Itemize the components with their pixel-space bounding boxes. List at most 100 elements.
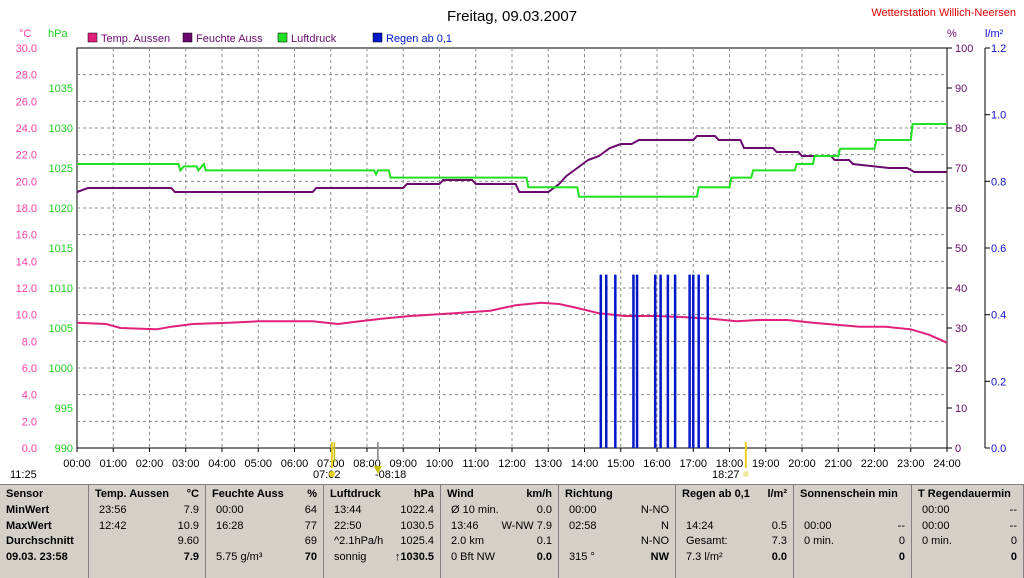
stats-row: 69 xyxy=(206,534,323,550)
stats-cell-left: 00:00 xyxy=(922,504,950,516)
unit-press: hPa xyxy=(48,28,68,40)
legend-swatch xyxy=(182,32,193,43)
stats-panel: Sensor MinWert MaxWert Durchschnitt 09.03. 2… xyxy=(0,484,1024,578)
stats-cell-value: 64 xyxy=(304,504,317,516)
stats-header-rain: Regen ab 0,1 l/m² xyxy=(676,485,793,503)
press-tick: 1000 xyxy=(49,363,73,375)
rain-tick: 0.4 xyxy=(991,310,1006,322)
stats-cell-value: W-NW 7.9 xyxy=(501,519,552,532)
axes: 0.0 2.0 4.0 6.0 8.0 10.0 12.0 14.0 16.0 18.0 20.0 2… xyxy=(16,43,1007,470)
hum-tick: 10 xyxy=(955,403,967,415)
temp-tick: 16.0 xyxy=(16,230,37,242)
stats-header-unit: km/h xyxy=(526,488,552,500)
press-tick: 1010 xyxy=(49,283,73,295)
x-tick: 08:00 xyxy=(353,458,381,470)
stats-row: 00:00 -- xyxy=(794,519,911,535)
series-layer xyxy=(76,123,948,448)
legend-label: Regen ab 0,1 xyxy=(386,33,452,45)
stats-row: N-NO xyxy=(559,534,675,550)
hum-tick: 20 xyxy=(955,363,967,375)
stats-header-temp: Temp. Aussen °C xyxy=(89,485,205,503)
hum-tick: 60 xyxy=(955,203,967,215)
stats-cell-value: -- xyxy=(1009,504,1017,516)
stats-header-label: Wind xyxy=(447,488,474,500)
stats-header-unit: hPa xyxy=(413,488,434,500)
stats-header-press: Luftdruck hPa xyxy=(324,485,440,503)
stats-cell-value: 9.60 xyxy=(177,535,199,547)
stats-cell-left: 2.0 km xyxy=(451,535,485,547)
press-tick: 990 xyxy=(55,443,73,455)
stats-cell-value: 7.9 xyxy=(183,504,199,516)
rain-tick: 0.6 xyxy=(991,243,1006,255)
stats-row: 0 xyxy=(794,550,911,566)
stats-cell-left: ^2.1hPa/h xyxy=(334,535,384,547)
stats-cell-left: 00:00 xyxy=(804,519,832,532)
x-tick: 20:00 xyxy=(788,458,816,470)
x-tick: 15:00 xyxy=(607,458,635,470)
stats-cell-value: 69 xyxy=(304,535,317,547)
hum-tick: 0 xyxy=(955,443,961,455)
stats-header-unit: °C xyxy=(186,488,199,500)
stats-cell-left: 0 min. xyxy=(804,535,834,547)
stats-cell-left: 12:42 xyxy=(99,519,127,532)
x-tick: 11:00 xyxy=(462,458,489,470)
stats-row: 12:42 10.9 xyxy=(89,519,205,535)
stats-header-hum: Feuchte Auss% xyxy=(206,485,323,503)
x-tick: 17:00 xyxy=(679,458,707,470)
temp-tick: 18.0 xyxy=(16,203,37,215)
hum-tick: 100 xyxy=(955,43,973,55)
stats-col-rdur: T Regendauermin 00:00 -- 00:00 -- 0 min. 0 0 xyxy=(912,485,1024,578)
rain-tick: 0.2 xyxy=(991,376,1006,388)
stats-cell-value: 0.0 xyxy=(536,550,552,563)
unit-hum: % xyxy=(947,28,957,40)
press-tick: 995 xyxy=(55,403,73,415)
stats-col-sensor: Sensor MinWert MaxWert Durchschnitt 09.03. 2… xyxy=(0,485,89,578)
press-tick: 1030 xyxy=(49,123,73,135)
grid xyxy=(76,47,948,449)
stats-header-unit: l/m² xyxy=(767,488,787,500)
press-tick: 1005 xyxy=(49,323,73,335)
x-tick: 07:00 xyxy=(317,458,345,470)
stats-cell-left: Gesamt: xyxy=(686,535,728,547)
x-tick: 18:00 xyxy=(716,458,744,470)
stats-header-sensor: Sensor xyxy=(0,485,88,503)
stats-row-label: MinWert xyxy=(6,504,50,516)
station-name: Wetterstation Willich-Neersen xyxy=(871,7,1016,19)
stats-cell-value: -- xyxy=(897,519,905,532)
stats-header-rdur: T Regendauermin xyxy=(912,485,1023,503)
press-tick: 1035 xyxy=(49,83,73,95)
legend-label: Temp. Aussen xyxy=(101,33,170,45)
stats-header-label: Regen ab 0,1 xyxy=(682,488,750,500)
temp-tick: 10.0 xyxy=(16,310,37,322)
stats-row: 13:44 1022.4 xyxy=(324,503,440,519)
stats-header-label: Richtung xyxy=(565,488,613,500)
temp-tick: 26.0 xyxy=(16,96,37,108)
stats-row: MinWert xyxy=(0,503,88,519)
temp-tick: 8.0 xyxy=(22,336,37,348)
temp-tick: 2.0 xyxy=(22,416,37,428)
temp-tick: 6.0 xyxy=(22,363,37,375)
stats-row: ^2.1hPa/h 1025.4 xyxy=(324,534,440,550)
stats-cell-value: 0 xyxy=(898,535,905,547)
sun-markers: 07:02 18:27 11:25 -08:18 xyxy=(10,442,749,481)
weather-chart: Freitag, 09.03.2007 Wetterstation Willic… xyxy=(10,7,1016,481)
stats-cell-left: 0 min. xyxy=(922,535,952,547)
stats-header-unit: % xyxy=(307,488,317,500)
rain-tick: 0.0 xyxy=(991,443,1006,455)
stats-header-label: Temp. Aussen xyxy=(95,488,169,500)
stats-row: 16:28 77 xyxy=(206,519,323,535)
x-tick: 13:00 xyxy=(534,458,562,470)
sunset-time: 18:27 xyxy=(712,469,740,481)
x-tick: 23:00 xyxy=(897,458,925,470)
temp-tick: 14.0 xyxy=(16,256,37,268)
stats-row: MaxWert xyxy=(0,519,88,535)
press-tick: 1015 xyxy=(49,243,73,255)
stats-cell-value: -- xyxy=(1009,519,1017,532)
stats-row: 13:46 W-NW 7.9 xyxy=(441,519,558,535)
hum-tick: 30 xyxy=(955,323,967,335)
stats-cell-value: 0.0 xyxy=(771,550,787,563)
stats-row: 09.03. 23:58 xyxy=(0,550,88,566)
x-tick: 01:00 xyxy=(99,458,127,470)
stats-cell-left: 22:50 xyxy=(334,519,362,532)
x-tick: 19:00 xyxy=(752,458,780,470)
